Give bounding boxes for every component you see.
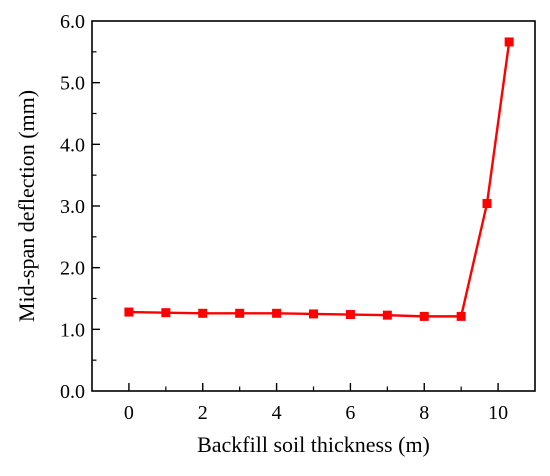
data-point-marker (124, 307, 134, 317)
y-tick-label: 5.0 (60, 73, 85, 95)
x-axis-label: Backfill soil thickness (m) (197, 432, 430, 457)
x-tick-label: 2 (198, 402, 208, 424)
y-tick-label: 3.0 (60, 196, 85, 218)
data-point-marker (272, 308, 282, 318)
data-point-marker (235, 308, 245, 318)
series-line (128, 41, 511, 318)
y-tick-label: 1.0 (60, 319, 85, 341)
x-tick-label: 8 (419, 402, 429, 424)
x-tick-label: 10 (488, 402, 508, 424)
data-point-marker (382, 310, 392, 320)
x-axis-ticks: 0 2 4 6 8 10 (124, 383, 508, 424)
y-tick-label: 6.0 (60, 11, 85, 33)
data-point-marker (504, 37, 514, 47)
data-point-marker (456, 311, 466, 321)
data-point-marker (482, 199, 492, 209)
data-point-marker (345, 310, 355, 320)
y-tick-label: 0.0 (60, 381, 85, 403)
y-tick-label: 2.0 (60, 258, 85, 280)
x-tick-label: 4 (272, 402, 282, 424)
data-point-marker (161, 308, 171, 318)
data-point-marker (198, 308, 208, 318)
y-tick-label: 4.0 (60, 134, 85, 156)
data-point-marker (309, 309, 318, 319)
y-axis-ticks: 0.0 1.0 2.0 3.0 4.0 5.0 6.0 (60, 11, 100, 403)
series-layer (124, 37, 514, 321)
x-tick-label: 6 (345, 402, 355, 424)
y-axis-label: Mid-span deflection (mm) (14, 90, 39, 322)
plot-frame (91, 20, 536, 392)
x-tick-label: 0 (124, 402, 134, 424)
data-point-marker (419, 311, 429, 321)
